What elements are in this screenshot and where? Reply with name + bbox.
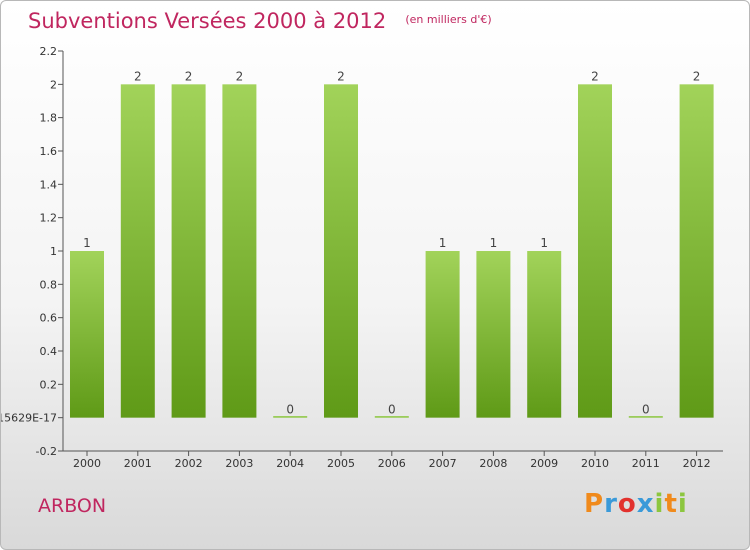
- x-tick-label-2011: 2011: [632, 457, 660, 470]
- y-tick-label: 1.4: [40, 178, 58, 191]
- logo-letter: t: [664, 489, 678, 519]
- y-tick-label: 1: [50, 245, 57, 258]
- data-label-2003: 2: [236, 69, 244, 83]
- x-tick-label-2004: 2004: [276, 457, 304, 470]
- x-tick-label-2005: 2005: [327, 457, 355, 470]
- logo-letter: r: [604, 489, 618, 519]
- y-tick-label: -1.15629E-17: [1, 412, 57, 425]
- x-tick-label-2012: 2012: [683, 457, 711, 470]
- y-tick-label: 1.2: [40, 212, 58, 225]
- logo-letter: x: [636, 489, 655, 519]
- data-label-2000: 1: [83, 236, 91, 250]
- bar-2010: [578, 84, 612, 418]
- commune-name: ARBON: [38, 495, 107, 517]
- x-tick-label-2007: 2007: [429, 457, 457, 470]
- logo-letter: P: [584, 489, 605, 519]
- bar-2009: [527, 251, 562, 418]
- data-label-2006: 0: [388, 403, 396, 417]
- y-tick-label: 0.4: [40, 345, 58, 358]
- data-label-2009: 1: [540, 236, 548, 250]
- data-label-2007: 1: [439, 236, 447, 250]
- logo-letter: i: [654, 489, 665, 519]
- x-tick-label-2008: 2008: [479, 457, 507, 470]
- data-label-2008: 1: [490, 236, 498, 250]
- y-tick-label: 0.6: [40, 312, 58, 325]
- data-label-2010: 2: [591, 69, 599, 83]
- data-label-2002: 2: [185, 69, 193, 83]
- chart-title: Subventions Versées 2000 à 2012: [28, 9, 387, 33]
- proxiti-logo: Proxiti: [584, 489, 688, 519]
- x-tick-label-2000: 2000: [73, 457, 101, 470]
- logo-letter: o: [617, 489, 637, 519]
- x-tick-label-2006: 2006: [378, 457, 406, 470]
- x-tick-label-2001: 2001: [124, 457, 152, 470]
- x-tick-label-2002: 2002: [175, 457, 203, 470]
- bar-2004: [273, 416, 308, 418]
- chart-unit-label: (en milliers d'€): [405, 13, 492, 26]
- data-label-2011: 0: [642, 403, 650, 417]
- data-label-2005: 2: [337, 69, 345, 83]
- x-tick-label-2009: 2009: [530, 457, 558, 470]
- y-tick-label: 0.8: [40, 278, 58, 291]
- x-tick-label-2003: 2003: [225, 457, 253, 470]
- bar-2012: [679, 84, 714, 418]
- logo-letter: i: [677, 489, 688, 519]
- bar-2008: [476, 251, 511, 418]
- y-tick-label: -0.2: [36, 445, 57, 458]
- bar-2007: [425, 251, 460, 418]
- title-block: Subventions Versées 2000 à 2012 (en mill…: [28, 9, 492, 33]
- bar-2002: [171, 84, 206, 418]
- bar-2001: [120, 84, 155, 418]
- bar-2003: [222, 84, 257, 418]
- bar-2011: [628, 416, 663, 418]
- y-tick-label: 2.2: [40, 45, 58, 58]
- y-tick-label: 1.6: [40, 145, 58, 158]
- bar-2005: [324, 84, 358, 418]
- data-label-2004: 0: [286, 403, 294, 417]
- data-label-2012: 2: [693, 69, 701, 83]
- bar-2006: [374, 416, 409, 418]
- y-tick-label: 0.2: [40, 378, 58, 391]
- x-tick-label-2010: 2010: [581, 457, 609, 470]
- y-tick-label: 1.8: [40, 112, 58, 125]
- bar-2000: [70, 251, 104, 418]
- data-label-2001: 2: [134, 69, 142, 83]
- y-tick-label: 2: [50, 78, 57, 91]
